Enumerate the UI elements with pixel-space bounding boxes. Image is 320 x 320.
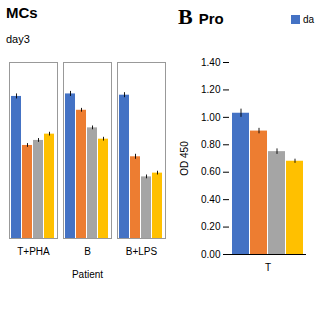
html-text:MCs: MCs bbox=[6, 4, 38, 21]
svg-text:T: T bbox=[265, 262, 271, 273]
svg-text:0.00: 0.00 bbox=[201, 249, 221, 260]
svg-text:0.80: 0.80 bbox=[201, 139, 221, 150]
svg-text:1.00: 1.00 bbox=[201, 112, 221, 123]
svg-text:0.60: 0.60 bbox=[201, 166, 221, 177]
html-text:day3: day3 bbox=[6, 32, 30, 45]
svg-text:B+LPS: B+LPS bbox=[126, 246, 158, 257]
svg-text:0.20: 0.20 bbox=[201, 221, 221, 232]
svg-text:1.40: 1.40 bbox=[201, 57, 221, 68]
svg-text:B: B bbox=[84, 246, 91, 257]
html-text:B Pro: B Pro bbox=[178, 4, 224, 29]
svg-text:T+PHA: T+PHA bbox=[17, 246, 50, 257]
svg-text:1.20: 1.20 bbox=[201, 84, 221, 95]
html-text:da: da bbox=[302, 14, 314, 25]
svg-text:OD 450: OD 450 bbox=[179, 141, 190, 176]
svg-text:0.40: 0.40 bbox=[201, 194, 221, 205]
svg-text:Patient: Patient bbox=[72, 269, 103, 280]
